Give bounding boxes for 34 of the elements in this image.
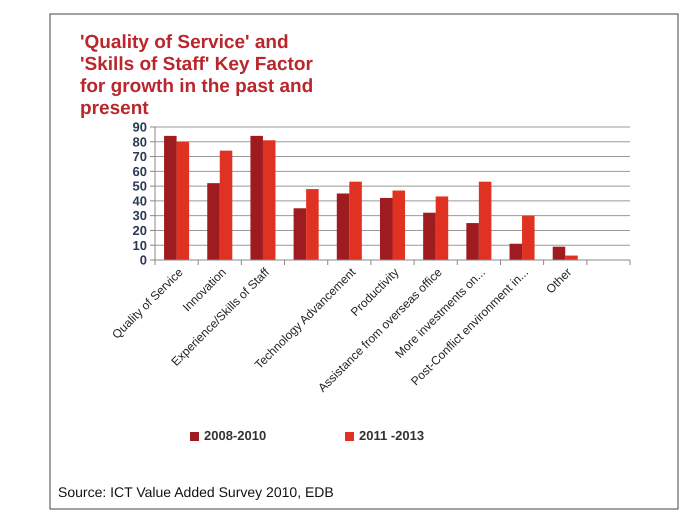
- bar: [164, 136, 177, 260]
- source-note: Source: ICT Value Added Survey 2010, EDB: [58, 484, 334, 500]
- bar: [423, 212, 436, 260]
- bar: [207, 183, 220, 260]
- bar: [392, 190, 406, 260]
- bar: [436, 196, 448, 260]
- bar: [349, 182, 362, 260]
- bar: [466, 223, 479, 260]
- y-tick-label: 90: [132, 120, 147, 135]
- y-tick-label: 60: [132, 164, 147, 179]
- bar: [522, 216, 535, 260]
- y-tick-label: 10: [132, 238, 147, 253]
- bar: [176, 142, 190, 260]
- y-tick-label: 70: [132, 149, 147, 164]
- bar: [262, 140, 276, 260]
- bar: [250, 136, 263, 260]
- chart-title: 'Quality of Service' and 'Skills of Staff' Key Factor for growth in the past and present: [80, 32, 314, 119]
- y-tick-label: 80: [132, 134, 147, 150]
- bar: [336, 194, 350, 260]
- bar: [565, 256, 578, 260]
- legend-label: 2011 -2013: [359, 428, 424, 443]
- bar: [552, 246, 566, 260]
- y-tick-label: 50: [132, 178, 147, 194]
- bar: [220, 150, 232, 260]
- bar: [306, 189, 319, 260]
- y-tick-label: 20: [132, 222, 147, 238]
- bar: [380, 198, 392, 260]
- legend-label: 2008-2010: [204, 428, 266, 443]
- bar: [478, 182, 492, 260]
- bar: [510, 244, 522, 260]
- y-tick-label: 30: [132, 208, 147, 224]
- y-tick-label: 0: [140, 252, 147, 268]
- bar: [294, 208, 306, 260]
- y-tick-label: 40: [132, 193, 147, 208]
